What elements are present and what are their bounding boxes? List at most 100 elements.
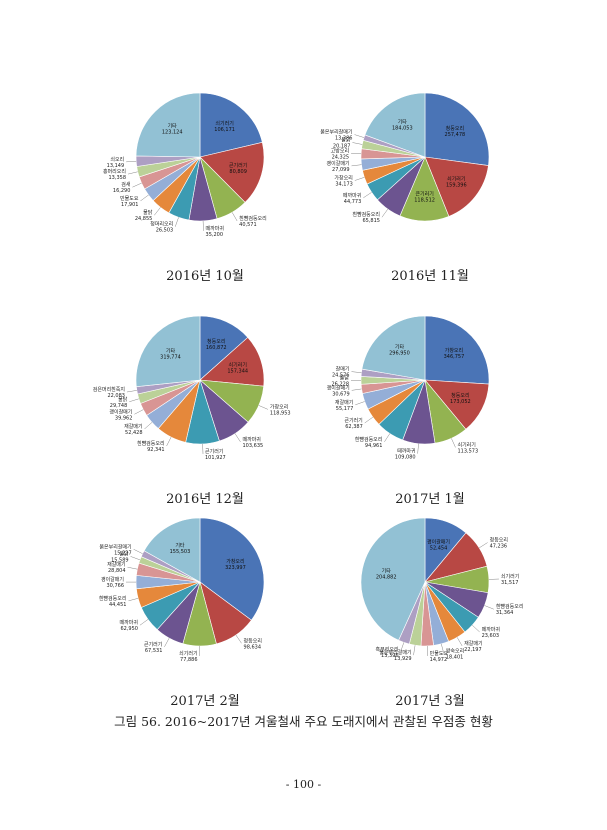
leader-line (354, 134, 365, 138)
slice-value: 52,428 (125, 430, 142, 436)
slice-value: 13,386 (335, 136, 353, 142)
leader-line (164, 638, 170, 647)
slice-name: 청둥오리 (207, 338, 225, 345)
pie-slice (360, 517, 426, 641)
slice-name: 흰뺨검둥오리 (99, 595, 127, 602)
slice-name: 기타 (395, 344, 405, 351)
slice-value: 26,503 (156, 228, 174, 234)
slice-value: 159,396 (446, 182, 467, 188)
pie-slice (364, 92, 426, 158)
slice-name: 괭이갈매기 (427, 539, 450, 546)
slice-name: 왕숙오리 (446, 648, 464, 655)
slice-value: 34,173 (335, 182, 353, 188)
slice-value: 44,773 (344, 199, 362, 205)
slice-name: 큰기러기 (205, 448, 223, 455)
leader-line (451, 438, 456, 448)
slice-name: 쇠기러기 (501, 573, 519, 580)
leader-line (129, 398, 139, 402)
pie-title: 2016년 10월 (166, 269, 244, 284)
slice-name: 흰뺨검둥오리 (496, 603, 524, 610)
slice-value: 184,053 (392, 125, 413, 131)
slice-name: 괭이갈매기 (109, 408, 132, 415)
slice-name: 청둥오리 (446, 125, 464, 132)
pie-slice (143, 517, 201, 583)
slice-name: 떼까마귀 (206, 225, 224, 232)
slice-name: 가창오리 (270, 403, 288, 410)
slice-value: 22,197 (464, 647, 482, 653)
pie-svg: 청둥오리160,872쇠기러기157,344가창오리118,953떼까마귀103… (93, 315, 291, 461)
slice-name: 떼까마귀 (120, 619, 138, 626)
slice-name: 청둥오리 (490, 537, 508, 544)
slice-name: 가창오리 (334, 175, 352, 182)
slice-value: 160,872 (206, 345, 227, 351)
slice-name: 기타 (166, 347, 176, 354)
slice-name: 흑부리오리 (376, 646, 399, 653)
slice-value: 29,748 (110, 403, 128, 409)
leader-line (400, 642, 405, 652)
leader-line (441, 643, 445, 654)
slice-name: 쇠기러기 (215, 120, 233, 127)
pie-chart-2016-12: 청둥오리 160,872 쇠기러기 157,344 가창오리 118,953 떼까마귀 103… (70, 283, 340, 513)
leader-line (128, 598, 139, 602)
leader-line (127, 566, 138, 570)
leader-line (351, 388, 362, 391)
leader-line (381, 208, 388, 218)
slice-value: 20,187 (333, 144, 351, 150)
leader-line (355, 401, 365, 406)
slice-name: 청둥오리 (451, 392, 469, 399)
slice-value: 15,237 (114, 550, 132, 556)
slice-value: 257,478 (445, 132, 466, 138)
slice-value: 98,634 (244, 644, 262, 650)
slice-name: 흰뺨검둥오리 (352, 211, 380, 218)
slice-value: 62,387 (345, 424, 363, 430)
slice-name: 흰뺨검둥오리 (355, 436, 383, 443)
leader-line (134, 409, 144, 415)
slice-value: 92,341 (147, 447, 165, 453)
pie-slice (424, 156, 489, 217)
leader-line (235, 634, 242, 644)
leader-line (351, 153, 362, 155)
slice-value: 31,364 (496, 610, 514, 616)
slice-name: 붉은부리갈매기 (379, 649, 411, 656)
slice-value: 118,953 (270, 410, 291, 416)
pie-chart-2017-02: 가창오리 323,997 청둥오리 98,634 쇠기러기 77,886 큰기러기 67,53… (70, 485, 340, 715)
slice-name: 물닭 (340, 374, 350, 381)
slice-value: 118,512 (414, 198, 435, 204)
slice-name: 흰뺨검둥오리 (137, 440, 165, 447)
slice-value: 101,927 (205, 455, 226, 461)
slice-value: 40,571 (239, 222, 256, 228)
slice-value: 13,358 (109, 175, 127, 181)
leader-line (354, 177, 365, 181)
slice-name: 괭이갈매기 (327, 160, 350, 167)
figure-caption: 그림 56. 2016~2017년 겨울철새 주요 도래지에서 관찰된 우점종 … (114, 714, 493, 729)
leader-line (352, 142, 363, 145)
slice-value: 18,401 (446, 655, 464, 661)
slice-name: 떼까마귀 (243, 436, 261, 443)
leader-line (364, 416, 374, 424)
